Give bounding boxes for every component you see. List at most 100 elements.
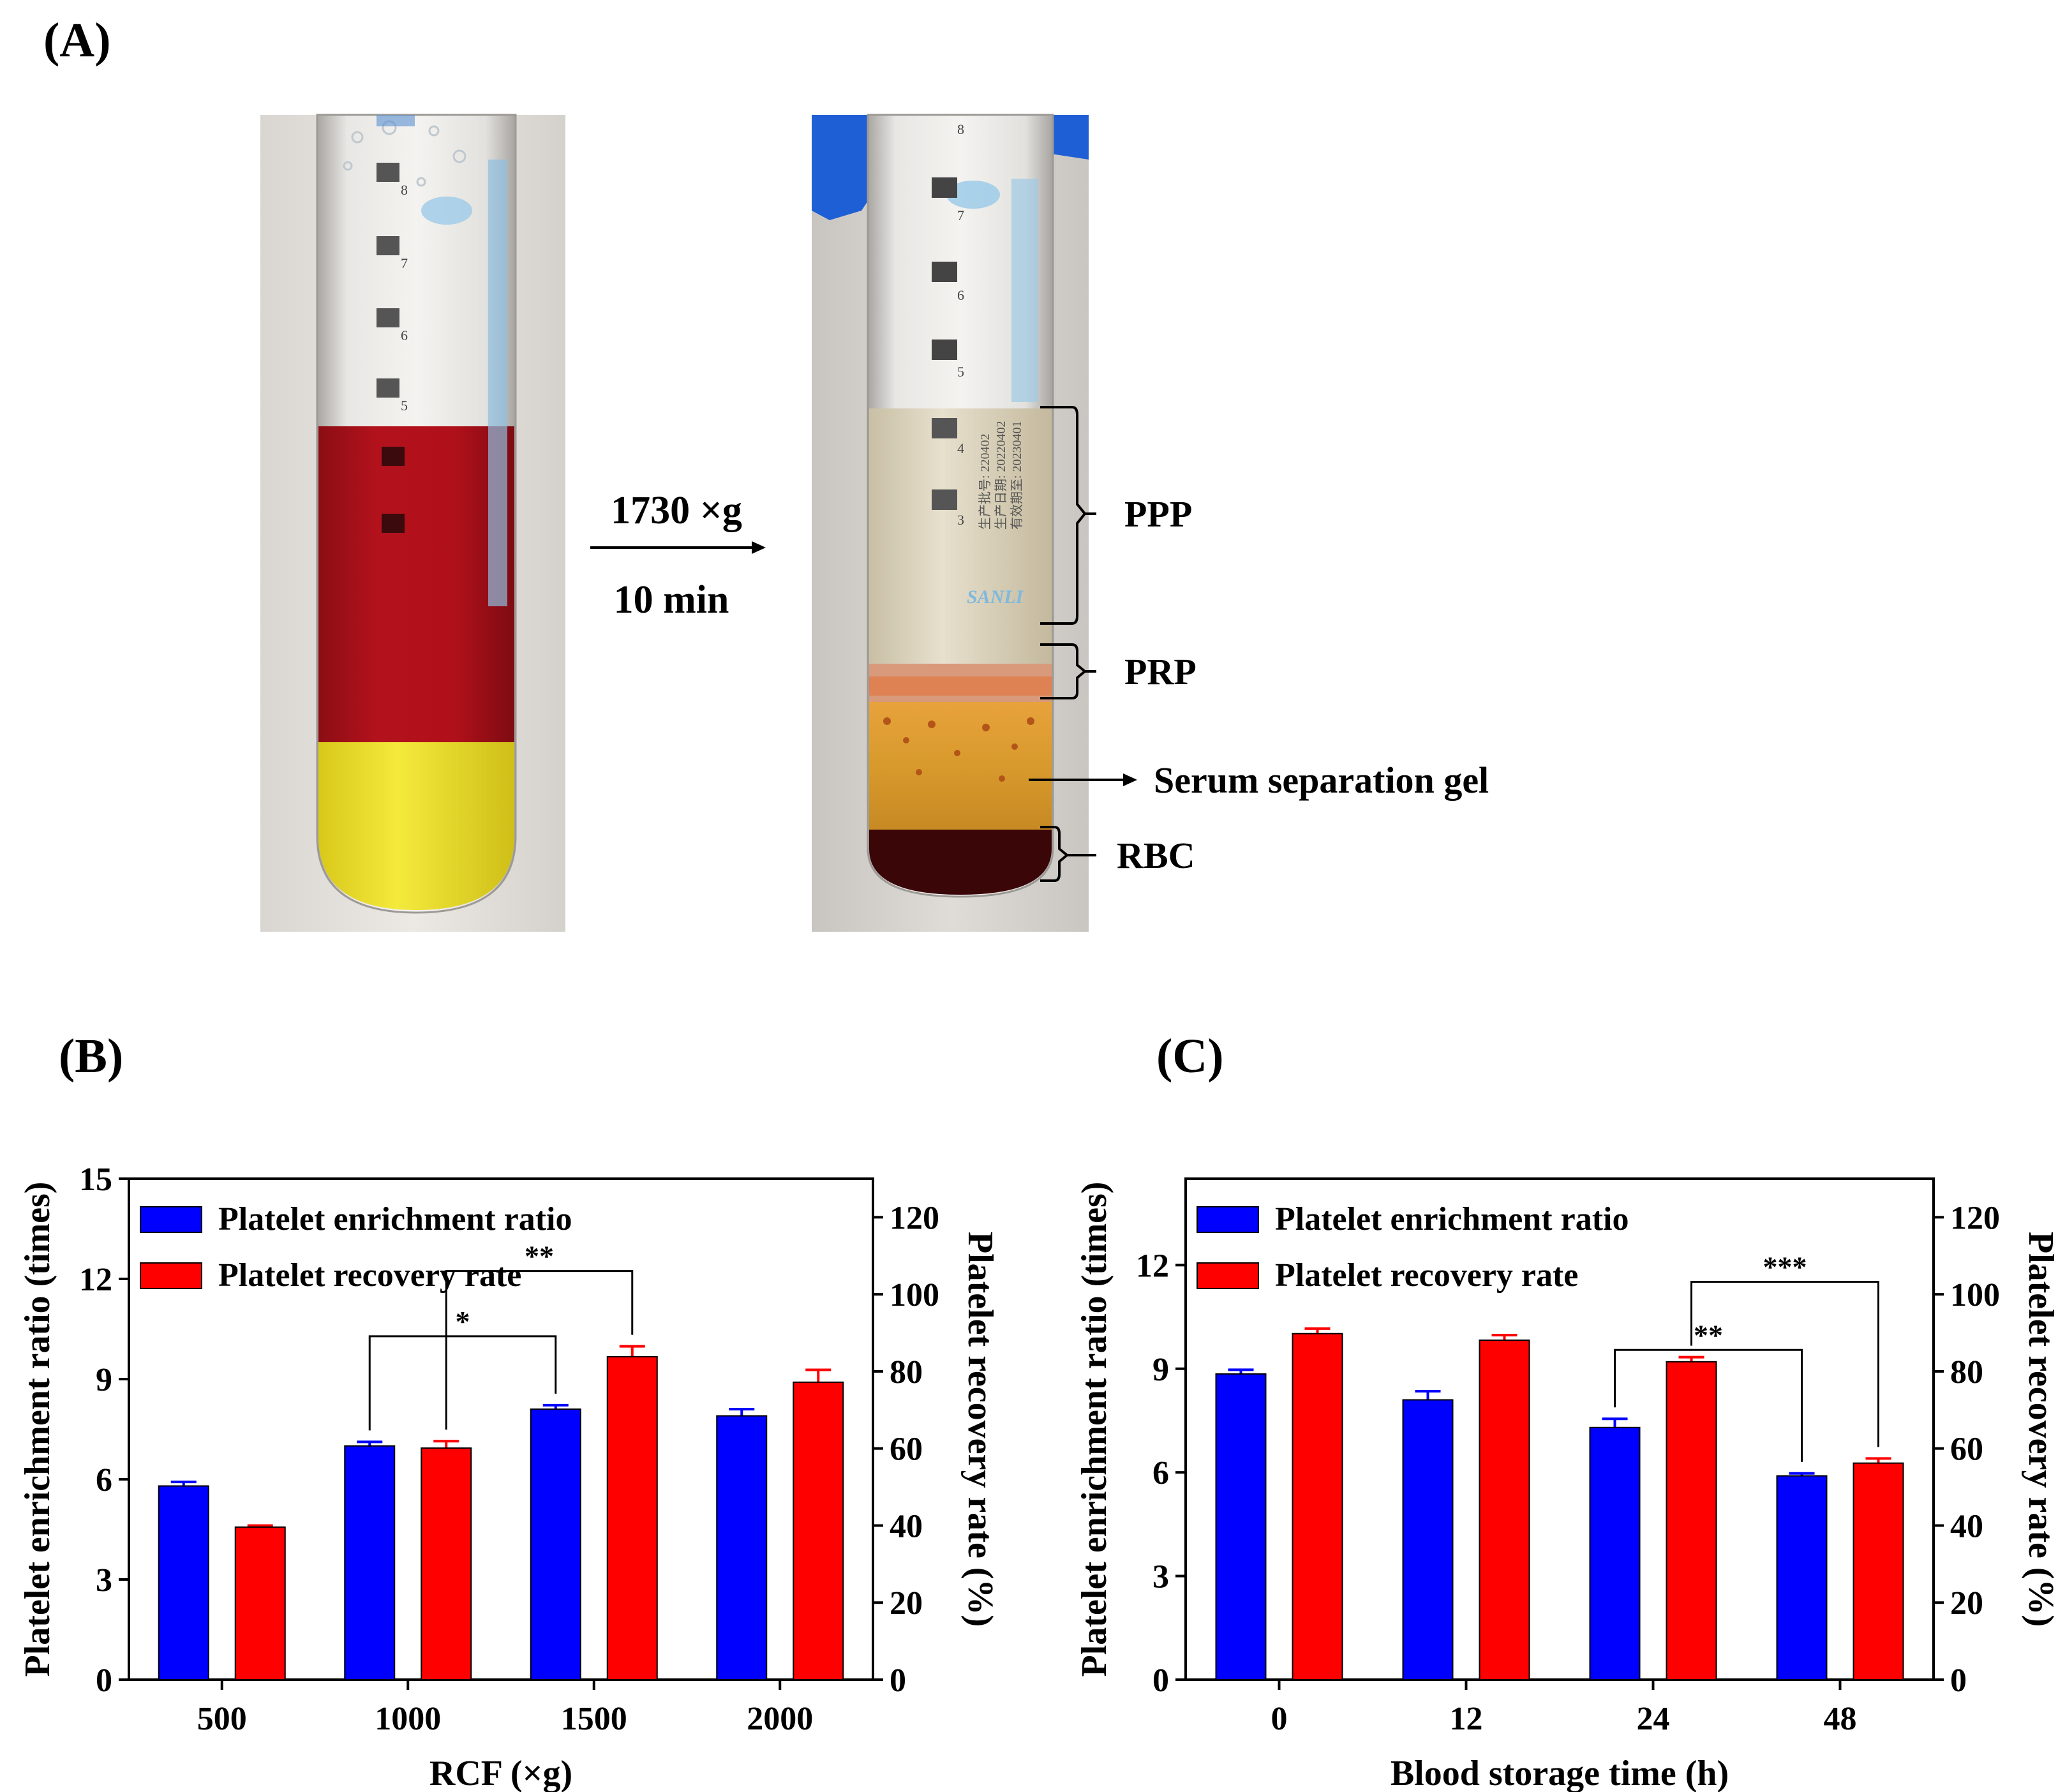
- y-tick-label: 9: [1152, 1352, 1169, 1388]
- tube-before-logo: [421, 197, 472, 225]
- x-axis-title: RCF (×g): [429, 1754, 572, 1792]
- bar: [793, 1381, 844, 1681]
- tube-after-label-strip: [1011, 179, 1038, 402]
- y2-tick-label: 100: [1950, 1277, 2000, 1313]
- svg-text:7: 7: [401, 255, 408, 271]
- x-tick-label: 12: [1450, 1701, 1483, 1737]
- y2-tick-label: 20: [1950, 1585, 1983, 1622]
- y2-tick-label: 100: [890, 1277, 939, 1313]
- y2-axis-title: Platelet recovery rate (%): [2021, 1232, 2058, 1627]
- significance-marker: **: [525, 1240, 554, 1273]
- layer-ppp-label: PPP: [1124, 493, 1192, 535]
- significance-bracket: [445, 1270, 634, 1430]
- svg-text:7: 7: [957, 207, 964, 223]
- tube-before-blood: [318, 426, 514, 742]
- svg-text:4: 4: [957, 440, 964, 456]
- legend-swatch: [140, 1262, 202, 1289]
- y2-tick-label: 0: [1950, 1662, 1967, 1699]
- bar: [1402, 1399, 1454, 1680]
- bar: [1776, 1475, 1828, 1680]
- bar: [1853, 1462, 1904, 1680]
- tube-before-yellow: [318, 742, 514, 910]
- legend-label: Platelet recovery rate: [218, 1257, 521, 1294]
- y2-tick-label: 60: [1950, 1431, 1983, 1468]
- tube-after-gel: [869, 702, 1052, 830]
- y-tick-label: 3: [96, 1562, 112, 1599]
- x-tick-label: 1500: [561, 1701, 627, 1737]
- panel-c-label: (C): [1156, 1029, 1224, 1083]
- tube-before-cap-tint: [377, 115, 415, 126]
- layer-rbc-label: RBC: [1117, 835, 1195, 876]
- y-axis-title: Platelet enrichment ratio (times): [1075, 1182, 1114, 1677]
- svg-text:6: 6: [401, 327, 408, 343]
- tube-after-prp-top: [869, 676, 1052, 696]
- y2-tick-label: 40: [890, 1508, 923, 1544]
- panel-b-label: (B): [59, 1029, 124, 1083]
- y-tick-label: 9: [96, 1362, 112, 1398]
- plot-frame: [128, 1177, 874, 1681]
- tube-after-graduations: [932, 177, 957, 510]
- bar: [1479, 1340, 1530, 1680]
- y2-axis-title: Platelet recovery rate (%): [960, 1232, 1000, 1627]
- x-tick-label: 24: [1637, 1701, 1670, 1737]
- significance-bracket: [1614, 1348, 1803, 1462]
- bar: [530, 1408, 581, 1681]
- significance-bracket: [1690, 1281, 1879, 1447]
- legend-swatch: [1197, 1206, 1259, 1233]
- panel-a-illustration: 8 7 6 5 1730 ×g 10 min 8 7 6 5 4 3: [260, 114, 1489, 932]
- y2-tick-label: 60: [890, 1431, 923, 1468]
- svg-text:5: 5: [401, 398, 408, 414]
- plot-frame: [1184, 1177, 1935, 1681]
- svg-text:生产批号: 220402: 生产批号: 220402: [978, 433, 992, 530]
- significance-marker: ***: [1763, 1251, 1807, 1283]
- y-tick-label: 0: [96, 1662, 112, 1699]
- bar: [158, 1485, 209, 1680]
- y-tick-label: 6: [1152, 1455, 1169, 1491]
- layer-prp-label: PRP: [1124, 651, 1197, 692]
- y-tick-label: 0: [1152, 1662, 1169, 1699]
- panel-a-label: (A): [43, 13, 111, 67]
- legend-label: Platelet recovery rate: [1275, 1257, 1578, 1294]
- y2-tick-label: 120: [1950, 1200, 2000, 1236]
- legend-swatch: [1197, 1262, 1259, 1289]
- tube-after-print: 生产批号: 220402 生产日期: 20220402 有效期至: 202304…: [978, 421, 1024, 530]
- y-tick-label: 3: [1152, 1559, 1169, 1595]
- x-axis-title: Blood storage time (h): [1391, 1754, 1729, 1792]
- centrifuge-time-label: 10 min: [614, 578, 729, 622]
- tube-after-gel-droplets: [883, 717, 1034, 782]
- bar: [606, 1355, 658, 1680]
- tube-before-label-strip: [488, 160, 507, 606]
- significance-marker: **: [1694, 1318, 1723, 1351]
- svg-text:8: 8: [401, 182, 408, 198]
- legend-swatch: [140, 1206, 202, 1233]
- bar: [344, 1445, 396, 1681]
- svg-text:8: 8: [957, 121, 964, 137]
- y2-tick-label: 80: [1950, 1354, 1983, 1391]
- y2-tick-label: 80: [890, 1354, 923, 1391]
- tube-after-logo: [946, 181, 1000, 209]
- legend-label: Platelet enrichment ratio: [218, 1201, 572, 1237]
- significance-bracket: [368, 1335, 557, 1431]
- layer-gel-label: Serum separation gel: [1154, 759, 1489, 801]
- gel-pointer-head: [1123, 773, 1137, 786]
- centrifuge-force-label: 1730 ×g: [611, 489, 742, 532]
- svg-text:有效期至: 20230401: 有效期至: 20230401: [1010, 421, 1024, 530]
- x-tick-label: 1000: [375, 1701, 441, 1737]
- tube-after-ppp: [869, 408, 1052, 664]
- bar: [1215, 1373, 1267, 1681]
- bar: [1666, 1361, 1717, 1680]
- svg-text:生产日期: 20220402: 生产日期: 20220402: [994, 421, 1008, 530]
- tube-after-brand: SANLI: [967, 586, 1024, 608]
- bar: [716, 1415, 768, 1680]
- x-tick-label: 48: [1824, 1701, 1857, 1737]
- svg-text:6: 6: [957, 287, 964, 303]
- x-tick-label: 2000: [747, 1701, 813, 1737]
- y-axis-title: Platelet enrichment ratio (times): [18, 1182, 57, 1677]
- y2-tick-label: 20: [890, 1585, 923, 1622]
- tube-after-marks: 8 7 6 5 4 3: [957, 121, 964, 528]
- legend-label: Platelet enrichment ratio: [1275, 1201, 1629, 1237]
- y2-tick-label: 40: [1950, 1508, 1983, 1544]
- y2-tick-label: 120: [890, 1200, 939, 1236]
